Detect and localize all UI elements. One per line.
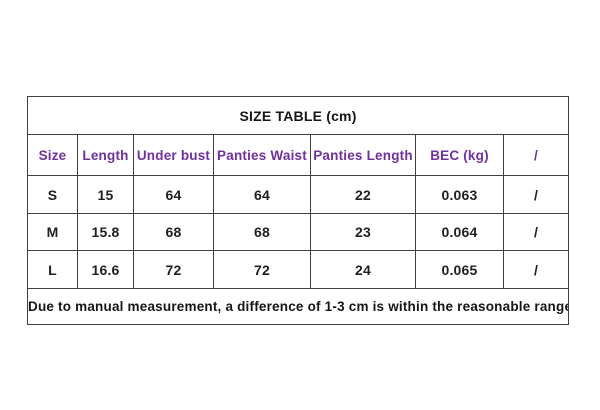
column-header-slash: / — [502, 134, 570, 176]
column-header-size: Size — [27, 134, 78, 176]
cell-slash: / — [502, 250, 570, 289]
cell-size: S — [27, 175, 78, 214]
column-header-panties-length: Panties Length — [310, 134, 416, 176]
cell-panties-length: 23 — [310, 213, 416, 251]
cell-bec: 0.063 — [415, 175, 504, 214]
table-row-size-l: L 16.6 72 72 24 0.065 / — [27, 250, 570, 289]
cell-slash: / — [502, 175, 570, 214]
cell-under-bust: 72 — [133, 250, 214, 289]
cell-slash: / — [502, 213, 570, 251]
table-title: SIZE TABLE (cm) — [26, 96, 570, 135]
column-header-under-bust: Under bust — [133, 134, 214, 176]
cell-length: 15.8 — [77, 213, 134, 251]
cell-panties-waist: 64 — [213, 175, 311, 214]
column-header-panties-waist: Panties Waist — [213, 134, 311, 176]
cell-bec: 0.065 — [415, 250, 504, 289]
table-header-row: Size Length Under bust Panties Waist Pan… — [27, 134, 570, 176]
cell-panties-length: 24 — [310, 250, 416, 289]
cell-size: M — [27, 213, 78, 251]
table-title-row: SIZE TABLE (cm) — [26, 96, 570, 135]
cell-size: L — [27, 250, 78, 289]
size-table-container: SIZE TABLE (cm) Size Length Under bust P… — [26, 96, 570, 325]
cell-length: 15 — [77, 175, 134, 214]
cell-panties-length: 22 — [310, 175, 416, 214]
cell-bec: 0.064 — [415, 213, 504, 251]
column-header-length: Length — [77, 134, 134, 176]
measurement-disclaimer: Due to manual measurement, a difference … — [26, 288, 570, 325]
cell-panties-waist: 68 — [213, 213, 311, 251]
cell-panties-waist: 72 — [213, 250, 311, 289]
cell-length: 16.6 — [77, 250, 134, 289]
table-footer-row: Due to manual measurement, a difference … — [26, 288, 570, 325]
cell-under-bust: 68 — [133, 213, 214, 251]
cell-under-bust: 64 — [133, 175, 214, 214]
size-table: SIZE TABLE (cm) Size Length Under bust P… — [26, 96, 570, 325]
table-row-size-s: S 15 64 64 22 0.063 / — [27, 175, 570, 214]
table-row-size-m: M 15.8 68 68 23 0.064 / — [27, 213, 570, 251]
column-header-bec-kg: BEC (kg) — [415, 134, 504, 176]
